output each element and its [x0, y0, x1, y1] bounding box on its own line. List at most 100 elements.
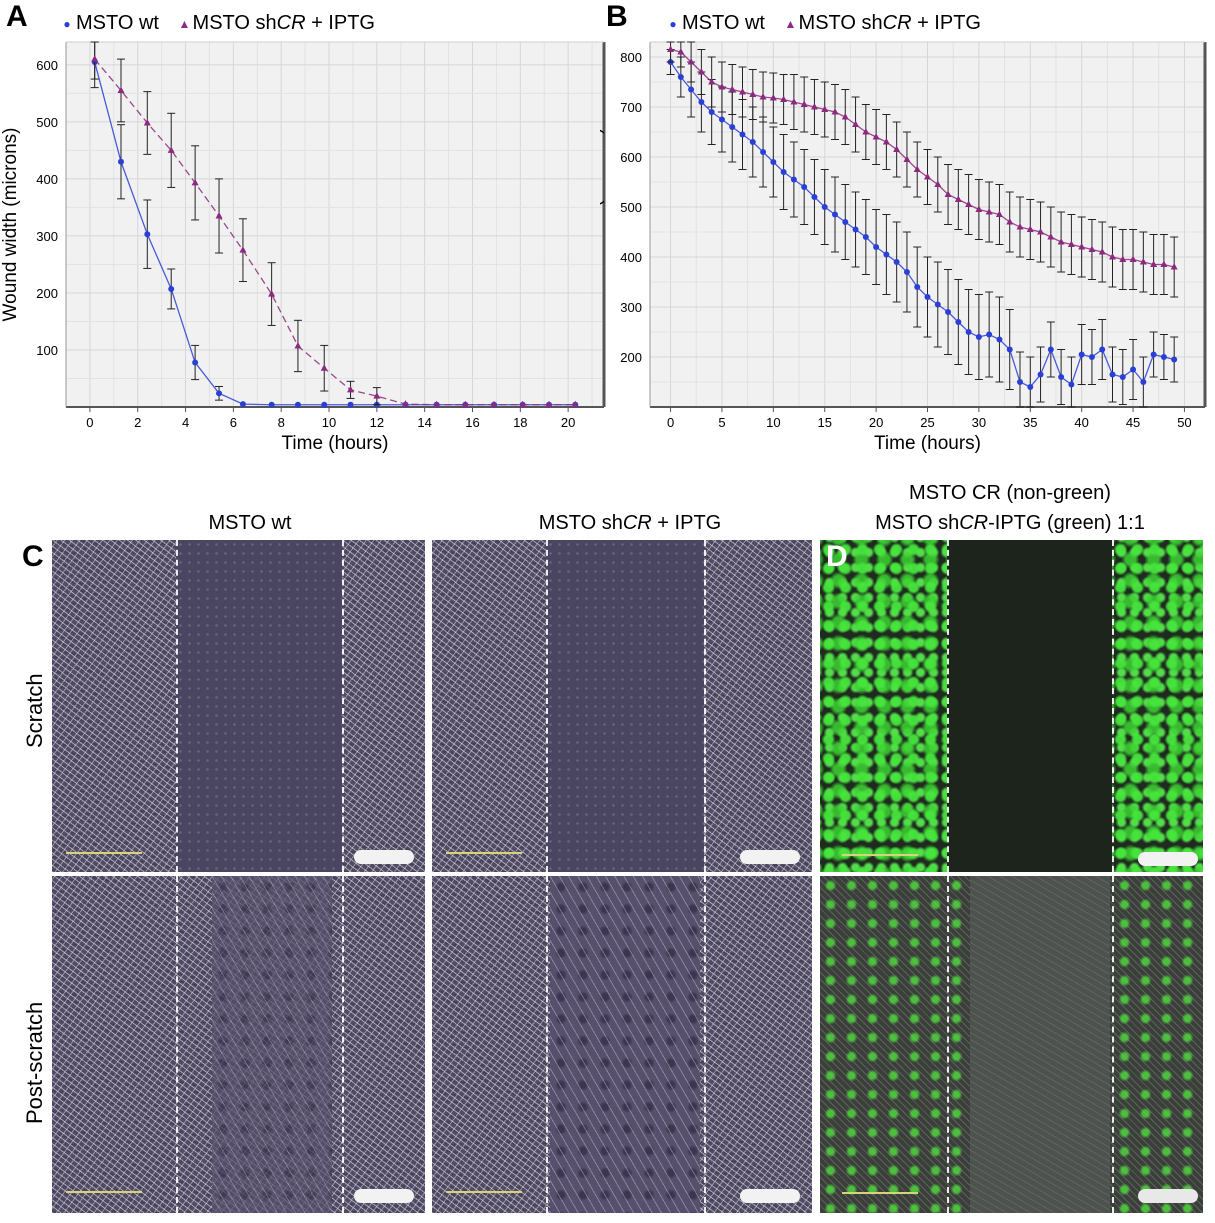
data-point-sh [667, 45, 675, 52]
data-point-sh [749, 90, 757, 97]
y-tick-label: 200 [620, 350, 642, 365]
data-point-wt [688, 86, 695, 93]
data-point-wt [729, 124, 736, 130]
data-point-wt [893, 259, 900, 265]
column-title-sh-suffix: + IPTG [651, 512, 722, 534]
scale-bar [842, 1192, 918, 1194]
micrograph-sh-scratch [432, 540, 812, 872]
x-tick-label: 10 [766, 415, 780, 430]
legend-sh-prefix: MSTO sh [192, 12, 277, 34]
data-point-wt [1109, 371, 1116, 378]
data-point-sh [944, 190, 952, 197]
data-point-sh [461, 400, 469, 408]
data-point-wt [842, 219, 849, 225]
data-point-sh [790, 98, 798, 105]
data-point-wt [862, 234, 869, 240]
y-tick-label: 300 [620, 300, 642, 315]
data-point-sh [490, 400, 498, 408]
micrograph-sh-post [432, 876, 812, 1213]
data-point-wt [821, 204, 828, 210]
legend-b: ● MSTO wt ▲ MSTO shCR + IPTG [668, 12, 981, 35]
y-tick-label: 400 [36, 172, 58, 187]
timestamp-badge [1138, 852, 1198, 866]
data-point-sh [852, 120, 860, 127]
data-point-wt [1171, 356, 1178, 363]
data-point-wt [1017, 379, 1023, 385]
x-tick-label: 50 [1177, 415, 1191, 430]
y-tick-label: 200 [36, 286, 58, 301]
data-point-sh [893, 145, 901, 152]
data-point-wt [698, 99, 705, 105]
data-point-sh [268, 290, 276, 297]
data-point-sh [677, 48, 685, 55]
x-tick-label: 10 [322, 415, 336, 430]
data-point-wt [1068, 381, 1075, 388]
y-axis-title: Wound width (microns) [600, 128, 605, 322]
data-point-wt [801, 184, 808, 190]
data-point-sh [347, 385, 355, 393]
data-point-wt [347, 401, 354, 408]
x-tick-label: 5 [718, 415, 725, 430]
data-point-sh [1098, 248, 1106, 255]
data-point-sh [728, 85, 736, 92]
y-axis-title: Wound width (microns) [0, 128, 21, 322]
data-point-wt [677, 74, 684, 80]
data-point-sh [1139, 258, 1147, 265]
column-title-sh: MSTO shCR + IPTG [480, 512, 780, 535]
x-tick-label: 6 [230, 415, 237, 430]
data-point-wt [117, 158, 124, 165]
x-axis-title: Time (hours) [874, 433, 981, 454]
data-point-sh [1129, 255, 1137, 262]
legend-wt-label: MSTO wt [76, 12, 159, 34]
data-point-wt [955, 319, 962, 325]
data-point-sh [1016, 223, 1024, 230]
legend-circle-icon: ● [63, 16, 71, 31]
data-point-sh [810, 103, 818, 110]
data-point-sh [913, 165, 921, 172]
data-point-sh [1037, 228, 1045, 235]
legend-sh-italic: CR [276, 12, 306, 34]
timestamp-badge [1138, 1189, 1198, 1203]
data-point-sh [965, 200, 973, 207]
data-point-wt [996, 336, 1003, 343]
legend-sh-suffix: + IPTG [911, 12, 981, 34]
x-tick-label: 14 [417, 415, 431, 430]
data-point-wt [1058, 374, 1065, 380]
data-point-sh [1057, 238, 1065, 245]
data-point-sh [934, 180, 942, 187]
x-tick-label: 0 [667, 415, 674, 430]
data-point-sh [821, 105, 829, 112]
data-point-wt [924, 294, 931, 300]
data-point-wt [749, 139, 756, 145]
data-point-sh [718, 83, 726, 90]
data-point-wt [1140, 379, 1147, 385]
data-point-sh [433, 400, 441, 408]
data-point-wt [945, 309, 952, 315]
data-point-wt [760, 149, 767, 155]
plot-area [66, 42, 604, 407]
data-point-sh [924, 173, 931, 180]
legend-triangle-icon: ▲ [784, 16, 797, 31]
data-point-sh [708, 78, 716, 85]
data-point-wt [986, 331, 993, 338]
x-axis-title: Time (hours) [282, 433, 389, 454]
data-point-wt [780, 169, 787, 175]
d-title-italic: CR [959, 512, 989, 534]
data-point-sh [697, 68, 705, 75]
data-point-sh [800, 100, 808, 107]
timestamp-badge [740, 1189, 800, 1203]
panel-label-d: D [826, 540, 848, 573]
data-point-wt [144, 231, 151, 238]
x-tick-label: 0 [86, 415, 93, 430]
micrograph-wt-post [52, 876, 425, 1213]
data-point-sh [1119, 255, 1127, 262]
data-point-wt [239, 401, 246, 408]
data-point-sh [975, 205, 983, 212]
data-point-sh [1109, 253, 1116, 260]
x-tick-label: 40 [1074, 415, 1088, 430]
data-point-sh [1078, 243, 1086, 250]
scale-bar [66, 852, 142, 854]
data-point-wt [1150, 351, 1157, 358]
data-point-wt [1037, 371, 1044, 378]
data-point-wt [1027, 384, 1034, 390]
